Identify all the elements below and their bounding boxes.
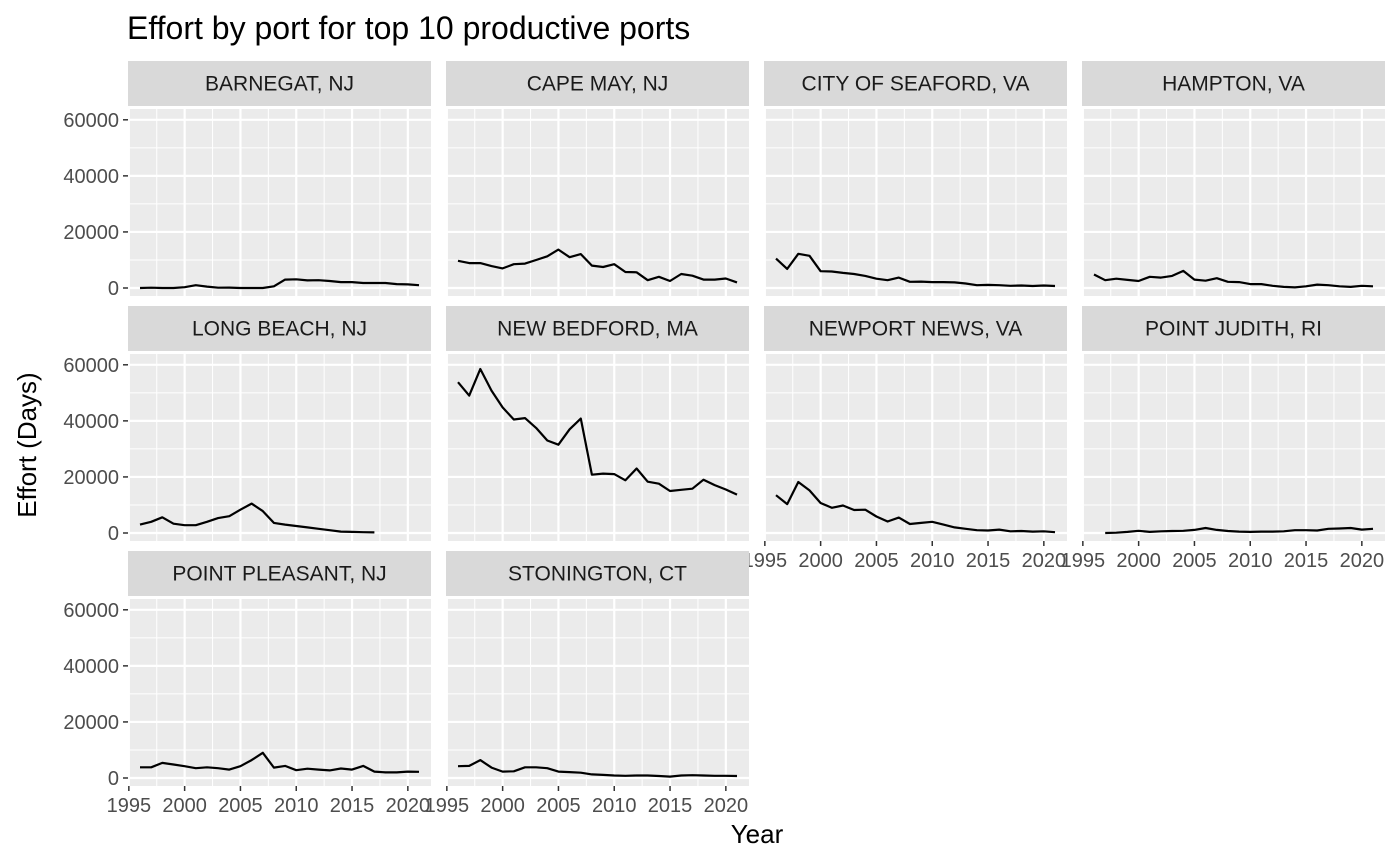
facet-strip [446,306,749,351]
facet-panel: CITY OF SEAFORD, VA [763,61,1067,296]
facet-strip-label: HAMPTON, VA [1162,73,1305,96]
x-tick-label: 2010 [274,795,319,817]
x-tick-label: 2015 [648,795,693,817]
plot-panel [1082,109,1385,296]
x-tick-label: 2015 [966,550,1011,572]
series-line [457,758,738,778]
facet-panel: NEWPORT NEWS, VA 1995 2000 2005 2010 2015 2020 [743,306,1067,572]
facet-strip [764,61,1067,106]
x-tick-label: 2000 [798,550,843,572]
plot-panel [446,354,749,541]
y-tick-label: 40000 [63,656,119,678]
plot-panel [128,354,431,541]
series-line [139,278,420,290]
x-tick-label: 1995 [743,550,788,572]
x-tick-label: 2020 [1340,550,1385,572]
series-line [457,367,738,496]
facet-strip-label: CITY OF SEAFORD, VA [802,73,1030,96]
y-tick-label: 60000 [63,355,119,377]
plot-panel [764,354,1067,541]
x-tick-label: 2005 [536,795,581,817]
facet-strip [128,551,431,596]
x-tick-label: 2010 [592,795,637,817]
plot-panel [446,599,749,786]
facet-panel: LONG BEACH, NJ 0 20000 40000 60000 [63,306,431,545]
series-line [139,502,375,534]
facet-panel: BARNEGAT, NJ 0 20000 40000 60000 [63,61,431,300]
y-tick-label: 40000 [63,166,119,188]
facet-strip [1082,306,1385,351]
y-tick-label: 20000 [63,712,119,734]
series-line [1105,526,1374,535]
y-tick-label: 40000 [63,411,119,433]
facet-strip [446,61,749,106]
series-line [1093,269,1374,289]
facet-strip-label: NEWPORT NEWS, VA [809,318,1023,341]
plot-panel [1082,354,1385,541]
x-tick-label: 2000 [480,795,525,817]
plot-panel [128,599,431,786]
x-axis-title: Year [731,819,784,849]
x-tick-label: 2020 [1022,550,1067,572]
plot-panel [446,109,749,296]
y-axis-title: Effort (Days) [12,372,42,517]
x-tick-label: 2005 [1172,550,1217,572]
x-tick-label: 1995 [425,795,470,817]
y-tick-label: 20000 [63,467,119,489]
y-tick-label: 0 [108,523,119,545]
series-line [775,480,1056,534]
x-tick-label: 2005 [854,550,899,572]
series-line [140,751,420,774]
y-tick-label: 0 [108,768,119,790]
facet-panel: POINT JUDITH, RI 1995 2000 2005 2010 2015 2020 [1061,306,1385,572]
facet-strip [446,551,749,596]
plot-panel [128,109,431,296]
x-tick-label: 2015 [1284,550,1329,572]
facet-strip [128,306,431,351]
facet-panel: STONINGTON, CT 1995 2000 2005 2010 2015 2020 [425,551,749,817]
facet-panel: HAMPTON, VA [1081,61,1385,296]
facet-strip-label: NEW BEDFORD, MA [497,318,698,341]
facet-strip-label: CAPE MAY, NJ [527,73,669,96]
y-tick-label: 60000 [63,600,119,622]
facet-strip [128,61,431,106]
facet-strip-label: LONG BEACH, NJ [192,318,367,341]
x-tick-label: 2020 [704,795,749,817]
x-tick-label: 2000 [162,795,207,817]
y-tick-label: 0 [108,278,119,300]
y-tick-label: 60000 [63,110,119,132]
y-tick-label: 20000 [63,222,119,244]
plot-panel [764,109,1067,296]
x-tick-label: 1995 [1061,550,1106,572]
facet-strip [764,306,1067,351]
x-tick-label: 2005 [218,795,263,817]
facet-panel: NEW BEDFORD, MA [445,306,749,541]
facet-strip [1082,61,1385,106]
series-line [457,248,738,284]
x-tick-label: 2015 [330,795,375,817]
facet-strip-label: POINT PLEASANT, NJ [172,563,386,586]
facet-strip-label: POINT JUDITH, RI [1145,318,1322,341]
facet-strip-label: STONINGTON, CT [508,563,687,586]
x-tick-label: 2020 [386,795,431,817]
facet-strip-label: BARNEGAT, NJ [205,73,354,96]
x-tick-label: 2010 [910,550,955,572]
series-line [775,252,1056,288]
facet-panel: CAPE MAY, NJ [445,61,749,296]
facet-panel: POINT PLEASANT, NJ 0 20000 40000 60000 1995 20… [63,551,431,817]
x-tick-label: 1995 [107,795,152,817]
chart-title: Effort by port for top 10 productive por… [127,10,690,46]
x-tick-label: 2010 [1228,550,1273,572]
x-tick-label: 2000 [1116,550,1161,572]
